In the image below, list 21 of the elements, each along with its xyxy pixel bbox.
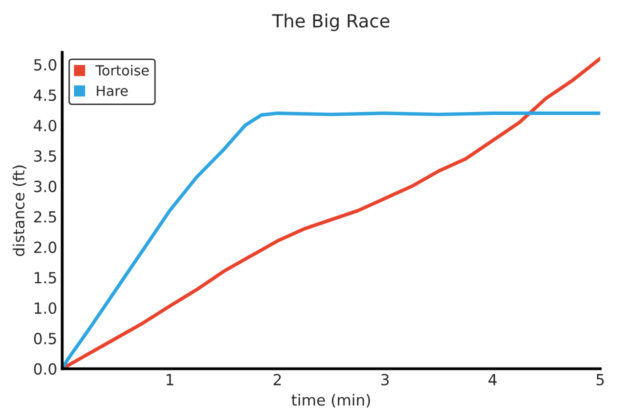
y-tick-label: 4.5 [34, 90, 56, 101]
y-tick-label: 3.5 [34, 150, 56, 162]
x-tick-label: 1 [166, 374, 174, 386]
x-tick-label: 3 [381, 374, 389, 386]
y-tick-label: 5.0 [34, 59, 56, 71]
y-tick-label: 3.0 [34, 180, 56, 192]
y-tick-label: 2.5 [34, 211, 56, 223]
x-tick-label: 2 [274, 374, 281, 386]
y-tick-label: 4.0 [34, 120, 56, 132]
y-tick-label: 1.5 [34, 272, 56, 284]
chart-title: The Big Race [272, 14, 390, 32]
legend-label: Tortoise [95, 64, 149, 76]
x-tick-label: 4 [488, 374, 497, 386]
y-tick-label: 2.0 [34, 242, 56, 254]
y-tick-label: 1.0 [34, 302, 56, 314]
y-tick-label: 0.0 [34, 363, 56, 375]
y-tick-label: 0.5 [34, 332, 56, 344]
x-axis-title: time (min) [292, 394, 370, 408]
y-axis-title: distance (ft) [12, 166, 26, 256]
x-tick-label: 5 [596, 374, 604, 386]
legend-label: Hare [96, 86, 128, 96]
